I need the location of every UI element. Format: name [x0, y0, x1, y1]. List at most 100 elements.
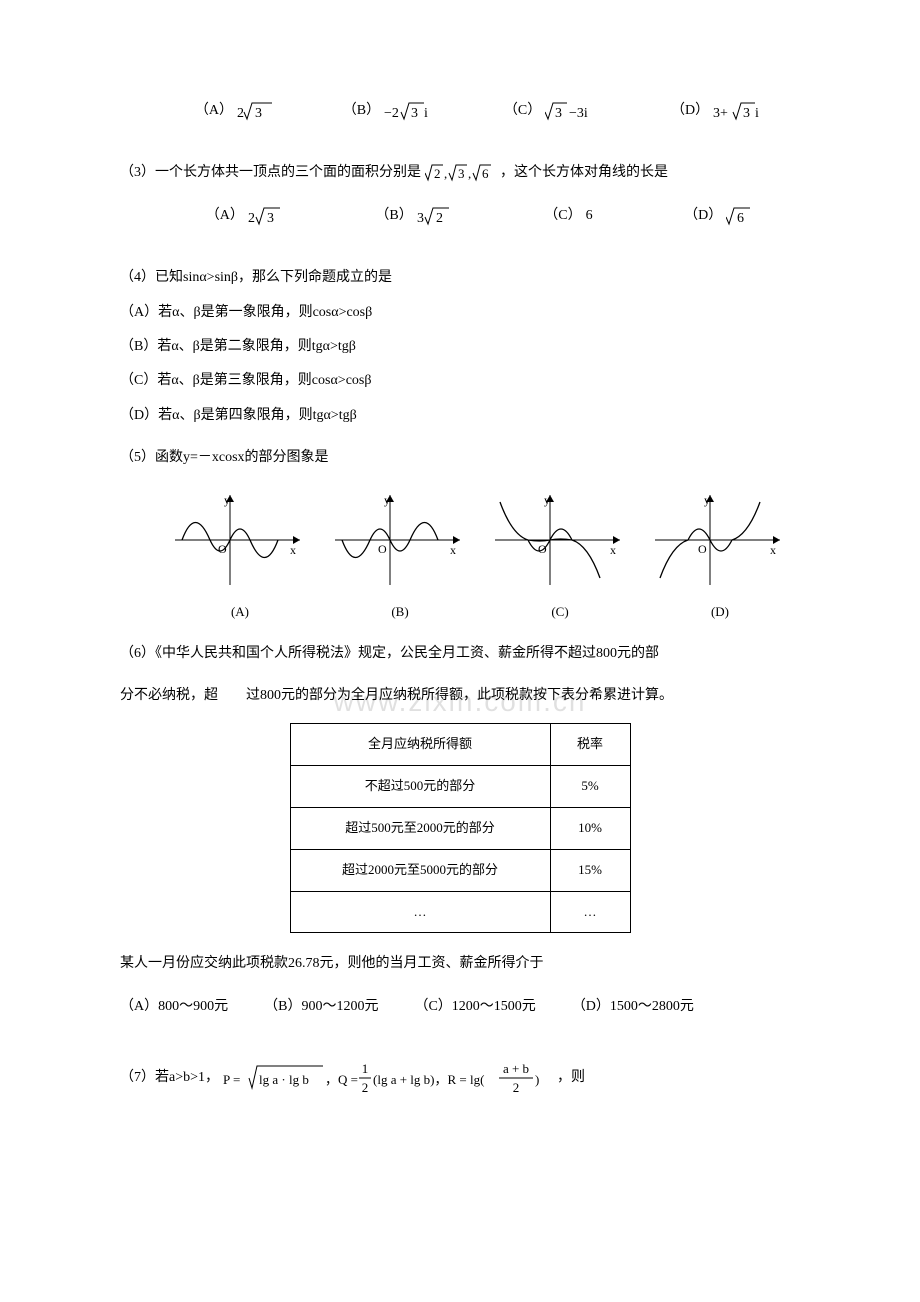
q3-opt-c: （C） 6	[544, 205, 592, 227]
graph-a: O y x (A)	[170, 490, 310, 623]
table-cell: 10%	[550, 808, 630, 850]
q6-line2: 分不必纳税，超 过800元的部分为全月应纳税所得额，此项税款按下表分希累进计算。	[120, 685, 800, 707]
svg-text:3: 3	[267, 211, 274, 226]
graph-c-label: (C)	[490, 602, 630, 623]
svg-text:,: ,	[468, 166, 471, 181]
graph-d: O y x (D)	[650, 490, 790, 623]
label-text: （C）	[544, 205, 581, 227]
graph-b: O y x (B)	[330, 490, 470, 623]
table-cell: …	[550, 891, 630, 933]
tax-table: 全月应纳税所得额 税率 不超过500元的部分 5% 超过500元至2000元的部…	[290, 723, 631, 933]
table-row: 超过500元至2000元的部分 10%	[290, 808, 630, 850]
svg-text:x: x	[770, 543, 776, 557]
q7-suffix: ，则	[557, 1067, 585, 1089]
svg-text:3: 3	[458, 166, 465, 181]
expr-neg2sqrt3i: −2 3 i	[384, 100, 434, 122]
graph-b-svg: O y x	[330, 490, 470, 590]
q6-line1: （6）《中华人民共和国个人所得税法》规定，公民全月工资、薪金所得不超过800元的…	[120, 643, 800, 665]
svg-text:2: 2	[434, 166, 441, 181]
graph-c-svg: O y x	[490, 490, 630, 590]
svg-text:O: O	[538, 542, 547, 556]
expr-2sqrt3: 2 3	[248, 205, 284, 227]
expr-3plus-sqrt3i: 3+ 3 i	[713, 100, 765, 122]
svg-text:y: y	[384, 493, 390, 507]
svg-text:2: 2	[436, 211, 443, 226]
expr-2sqrt3: 2 3	[237, 100, 273, 122]
svg-text:x: x	[610, 543, 616, 557]
label-text: （A）	[206, 205, 244, 227]
q7-row: （7）若a>b>1， P = lg a · lg b ，Q = 1 2 (lg …	[120, 1056, 800, 1100]
graph-d-svg: O y x	[650, 490, 790, 590]
svg-text:6: 6	[482, 166, 489, 181]
expr-sqrt3-3i: 3 −3i	[545, 100, 601, 122]
svg-text:O: O	[698, 542, 707, 556]
q3-stem: （3）一个长方体共一顶点的三个面的面积分别是 2 , 3 , 6 ，这个长方体对…	[120, 162, 800, 184]
graph-c: O y x (C)	[490, 490, 630, 623]
page-wrap: { "watermark": "www.zixin.com.cn", "q2":…	[120, 100, 800, 1100]
svg-text:3+: 3+	[713, 106, 728, 121]
svg-text:2: 2	[237, 106, 244, 121]
graph-b-label: (B)	[330, 602, 470, 623]
table-cell: 15%	[550, 849, 630, 891]
svg-text:y: y	[544, 493, 550, 507]
table-header-col1: 全月应纳税所得额	[290, 724, 550, 766]
q4-opt-b: （B）若α、β是第二象限角，则tgα>tgβ	[120, 336, 800, 358]
table-header-col2: 税率	[550, 724, 630, 766]
svg-text:(lg a + lg b)，R = lg(: (lg a + lg b)，R = lg(	[373, 1072, 484, 1087]
q2-options: （A） 2 3 （B） −2 3 i （C） 3 −3i （D） 3+ 3 i	[160, 100, 800, 122]
table-row: 超过2000元至5000元的部分 15%	[290, 849, 630, 891]
svg-text:lg a · lg b: lg a · lg b	[259, 1072, 309, 1087]
table-row: 不超过500元的部分 5%	[290, 766, 630, 808]
label-text: （D）	[684, 205, 722, 227]
q3-opt-a: （A） 2 3	[206, 205, 284, 227]
svg-text:3: 3	[417, 211, 424, 226]
svg-text:−2: −2	[384, 106, 399, 121]
graph-a-svg: O y x	[170, 490, 310, 590]
svg-text:y: y	[224, 493, 230, 507]
svg-text:O: O	[378, 542, 387, 556]
label-text: （D）	[671, 100, 709, 122]
expr-3sqrt2: 3 2	[417, 205, 453, 227]
q2-opt-a: （A） 2 3	[195, 100, 273, 122]
graph-a-label: (A)	[170, 602, 310, 623]
q4-opt-c: （C）若α、β是第三象限角，则cosα>cosβ	[120, 370, 800, 392]
q3-opt-d: （D） 6	[684, 205, 754, 227]
label-text: （B）	[343, 100, 380, 122]
q4-stem: （4）已知sinα>sinβ，那么下列命题成立的是	[120, 267, 800, 289]
svg-text:，Q =: ，Q =	[325, 1072, 358, 1087]
svg-text:O: O	[218, 542, 227, 556]
svg-text:i: i	[424, 106, 428, 121]
q3-pre: （3）一个长方体共一顶点的三个面的面积分别是	[120, 165, 425, 180]
q3-post: ，这个长方体对角线的长是	[500, 165, 668, 180]
q5-graphs: O y x (A) O y x (B) O y x	[160, 490, 800, 623]
svg-text:a + b: a + b	[503, 1061, 529, 1076]
svg-text:x: x	[450, 543, 456, 557]
q2-opt-c: （C） 3 −3i	[504, 100, 601, 122]
q7-prefix: （7）若a>b>1，	[120, 1067, 219, 1089]
table-row: … …	[290, 891, 630, 933]
graph-d-label: (D)	[650, 602, 790, 623]
svg-text:y: y	[704, 493, 710, 507]
svg-text:,: ,	[444, 166, 447, 181]
q4-opt-d: （D）若α、β是第四象限角，则tgα>tgβ	[120, 405, 800, 427]
table-cell: 5%	[550, 766, 630, 808]
svg-text:2: 2	[513, 1080, 520, 1095]
q2-opt-b: （B） −2 3 i	[343, 100, 434, 122]
label-text: （C）	[504, 100, 541, 122]
q7-formula: P = lg a · lg b ，Q = 1 2 (lg a + lg b)，R…	[223, 1056, 553, 1100]
svg-text:x: x	[290, 543, 296, 557]
svg-text:3: 3	[743, 106, 750, 121]
table-cell: 不超过500元的部分	[290, 766, 550, 808]
q5-stem: （5）函数y=－xcosx的部分图象是	[120, 447, 800, 469]
svg-text:3: 3	[555, 106, 562, 121]
svg-text:2: 2	[362, 1080, 369, 1095]
table-cell: 超过2000元至5000元的部分	[290, 849, 550, 891]
svg-text:6: 6	[737, 211, 744, 226]
svg-text:2: 2	[248, 211, 255, 226]
q2-opt-d: （D） 3+ 3 i	[671, 100, 765, 122]
label-text: （A）	[195, 100, 233, 122]
svg-text:1: 1	[362, 1061, 369, 1076]
q6-opt-b: （B）900～1200元	[264, 996, 378, 1018]
svg-text:): )	[535, 1072, 539, 1087]
q6-options: （A）800～900元 （B）900～1200元 （C）1200～1500元 （…	[120, 996, 800, 1026]
